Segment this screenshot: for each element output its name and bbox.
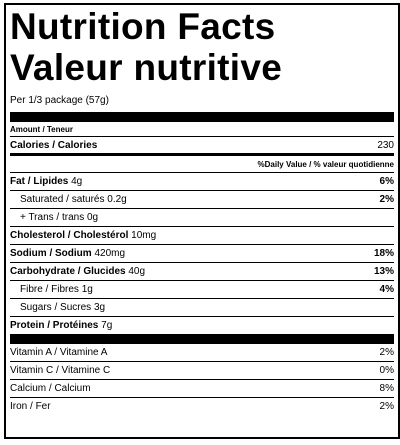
nutrient-row: Protein / Protéines 7g [10, 317, 394, 334]
nutrients: Fat / Lipides 4g 6% Saturated / saturés 0.… [10, 173, 394, 334]
calories-value: 230 [377, 139, 394, 151]
nutrient-row: Sodium / Sodium 420mg 18% [10, 245, 394, 263]
vitamin-row: Iron / Fer 2% [10, 398, 394, 415]
nutrient-cell: Saturated / saturés 0.2g [10, 194, 127, 205]
daily-value: 18% [373, 248, 394, 259]
daily-value: 6% [379, 176, 394, 187]
vitamins: Vitamin A / Vitamine A 2% Vitamin C / Vita… [10, 344, 394, 415]
nutrient-cell: Protein / Protéines 7g [10, 320, 112, 331]
nutrient-cell: Fat / Lipides 4g [10, 176, 82, 187]
nutrient-amount: 3g [93, 302, 106, 313]
nutrient-amount: 7g [101, 320, 113, 331]
nutrient-name: Protein / Protéines [10, 320, 99, 331]
nutrient-cell: + Trans / trans 0g [10, 212, 98, 223]
vitamin-row: Calcium / Calcium 8% [10, 380, 394, 398]
nutrient-name: Saturated / saturés [20, 194, 105, 205]
title-fr: Valeur nutritive [10, 47, 283, 88]
dv-header: %Daily Value / % valeur quotidienne [257, 159, 394, 169]
nutrient-row: Cholesterol / Cholestérol 10mg [10, 227, 394, 245]
nutrient-amount: 1g [81, 284, 93, 295]
divider [10, 334, 394, 344]
nutrient-amount: 0g [86, 212, 99, 223]
daily-value: 13% [373, 266, 394, 277]
nutrient-cell: Fibre / Fibres 1g [10, 284, 93, 295]
vitamin-row: Vitamin C / Vitamine C 0% [10, 362, 394, 380]
nutrient-amount: 420mg [94, 248, 126, 259]
serving-size: Per 1/3 package (57g) [10, 95, 109, 106]
dv-header-row: %Daily Value / % valeur quotidienne [10, 156, 394, 173]
nutrient-row: Sugars / Sucres 3g [10, 299, 394, 317]
nutrient-amount: 0.2g [107, 194, 127, 205]
vitamin-dv: 0% [379, 365, 394, 376]
vitamin-name: Vitamin A / Vitamine A [10, 347, 108, 358]
nutrient-name: Sodium / Sodium [10, 248, 92, 259]
vitamin-row: Vitamin A / Vitamine A 2% [10, 344, 394, 362]
calories-label: Calories / Calories [10, 139, 98, 151]
nutrition-label: Nutrition Facts Valeur nutritive Per 1/3… [4, 3, 400, 439]
nutrient-row: + Trans / trans 0g [10, 209, 394, 227]
nutrient-cell: Sugars / Sucres 3g [10, 302, 105, 313]
nutrient-name: Cholesterol / Cholestérol [10, 230, 129, 241]
divider [10, 112, 394, 122]
vitamin-name: Iron / Fer [10, 401, 51, 412]
daily-value: 2% [379, 194, 394, 205]
vitamin-name: Vitamin C / Vitamine C [10, 365, 111, 376]
vitamin-dv: 2% [379, 347, 394, 358]
calories-row: Calories / Calories 230 [10, 137, 394, 156]
vitamin-name: Calcium / Calcium [10, 383, 91, 394]
nutrient-row: Fibre / Fibres 1g 4% [10, 281, 394, 299]
nutrient-amount: 10mg [131, 230, 157, 241]
nutrient-cell: Sodium / Sodium 420mg [10, 248, 125, 259]
daily-value: 4% [379, 284, 394, 295]
nutrient-cell: Cholesterol / Cholestérol 10mg [10, 230, 156, 241]
nutrient-cell: Carbohydrate / Glucides 40g [10, 266, 145, 277]
vitamin-dv: 2% [379, 401, 394, 412]
nutrient-row: Fat / Lipides 4g 6% [10, 173, 394, 191]
vitamin-dv: 8% [379, 383, 394, 394]
nutrient-name: Sugars / Sucres [20, 302, 92, 313]
nutrient-name: Fibre / Fibres [20, 284, 79, 295]
amount-header: Amount / Teneur [10, 123, 394, 137]
title: Nutrition Facts [10, 6, 276, 47]
nutrient-name: Fat / Lipides [10, 176, 69, 187]
nutrient-name: Carbohydrate / Glucides [10, 266, 126, 277]
nutrient-row: Carbohydrate / Glucides 40g 13% [10, 263, 394, 281]
nutrient-amount: 4g [71, 176, 83, 187]
nutrient-row: Saturated / saturés 0.2g 2% [10, 191, 394, 209]
nutrient-name: + Trans / trans [20, 212, 85, 223]
nutrient-amount: 40g [128, 266, 146, 277]
